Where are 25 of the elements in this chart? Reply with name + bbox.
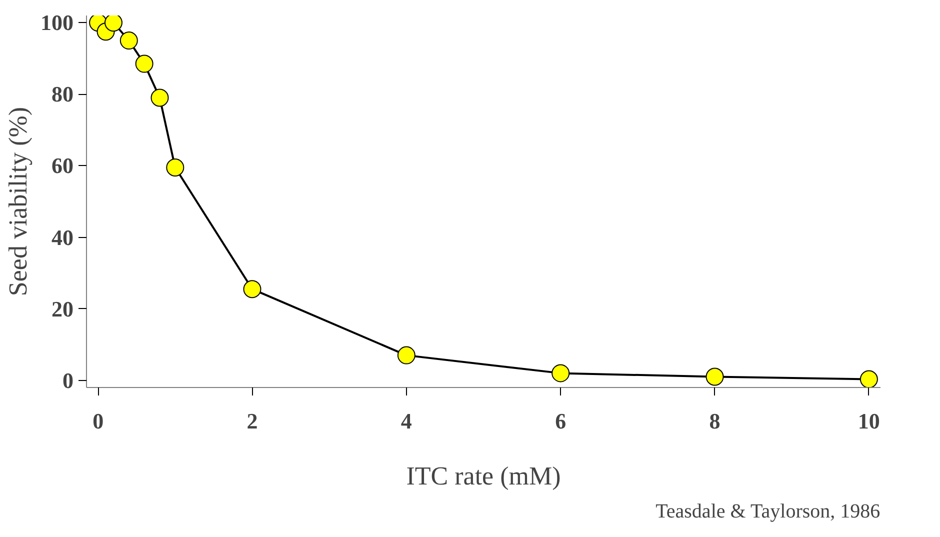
point bbox=[552, 364, 570, 382]
x-axis-title: ITC rate (mM) bbox=[406, 462, 561, 490]
point bbox=[706, 368, 724, 386]
point bbox=[243, 280, 262, 298]
y-tick-label: 100 bbox=[40, 10, 74, 36]
point bbox=[135, 54, 154, 73]
point bbox=[860, 370, 878, 388]
y-tick-label: 80 bbox=[52, 82, 74, 107]
y-tick-label: 20 bbox=[52, 296, 74, 322]
x-tick-label: 8 bbox=[709, 408, 720, 434]
y-tick-label: 60 bbox=[52, 153, 74, 178]
text: Teasdale & Taylorson, 1986 bbox=[656, 500, 880, 522]
x-tick-label: 2 bbox=[246, 408, 258, 434]
point bbox=[150, 88, 169, 107]
x-tick-label: 6 bbox=[555, 408, 566, 434]
point bbox=[166, 158, 184, 176]
point bbox=[120, 32, 138, 50]
y-tick-label: 40 bbox=[52, 224, 74, 250]
y-tick-label: 0 bbox=[62, 368, 74, 393]
x-tick-label: 4 bbox=[400, 408, 412, 434]
x-tick-label: 0 bbox=[92, 408, 104, 434]
x-tick-label: 10 bbox=[858, 408, 880, 434]
point bbox=[397, 346, 416, 364]
y-axis-title: Seed viability (%) bbox=[4, 106, 32, 296]
point bbox=[104, 16, 122, 32]
